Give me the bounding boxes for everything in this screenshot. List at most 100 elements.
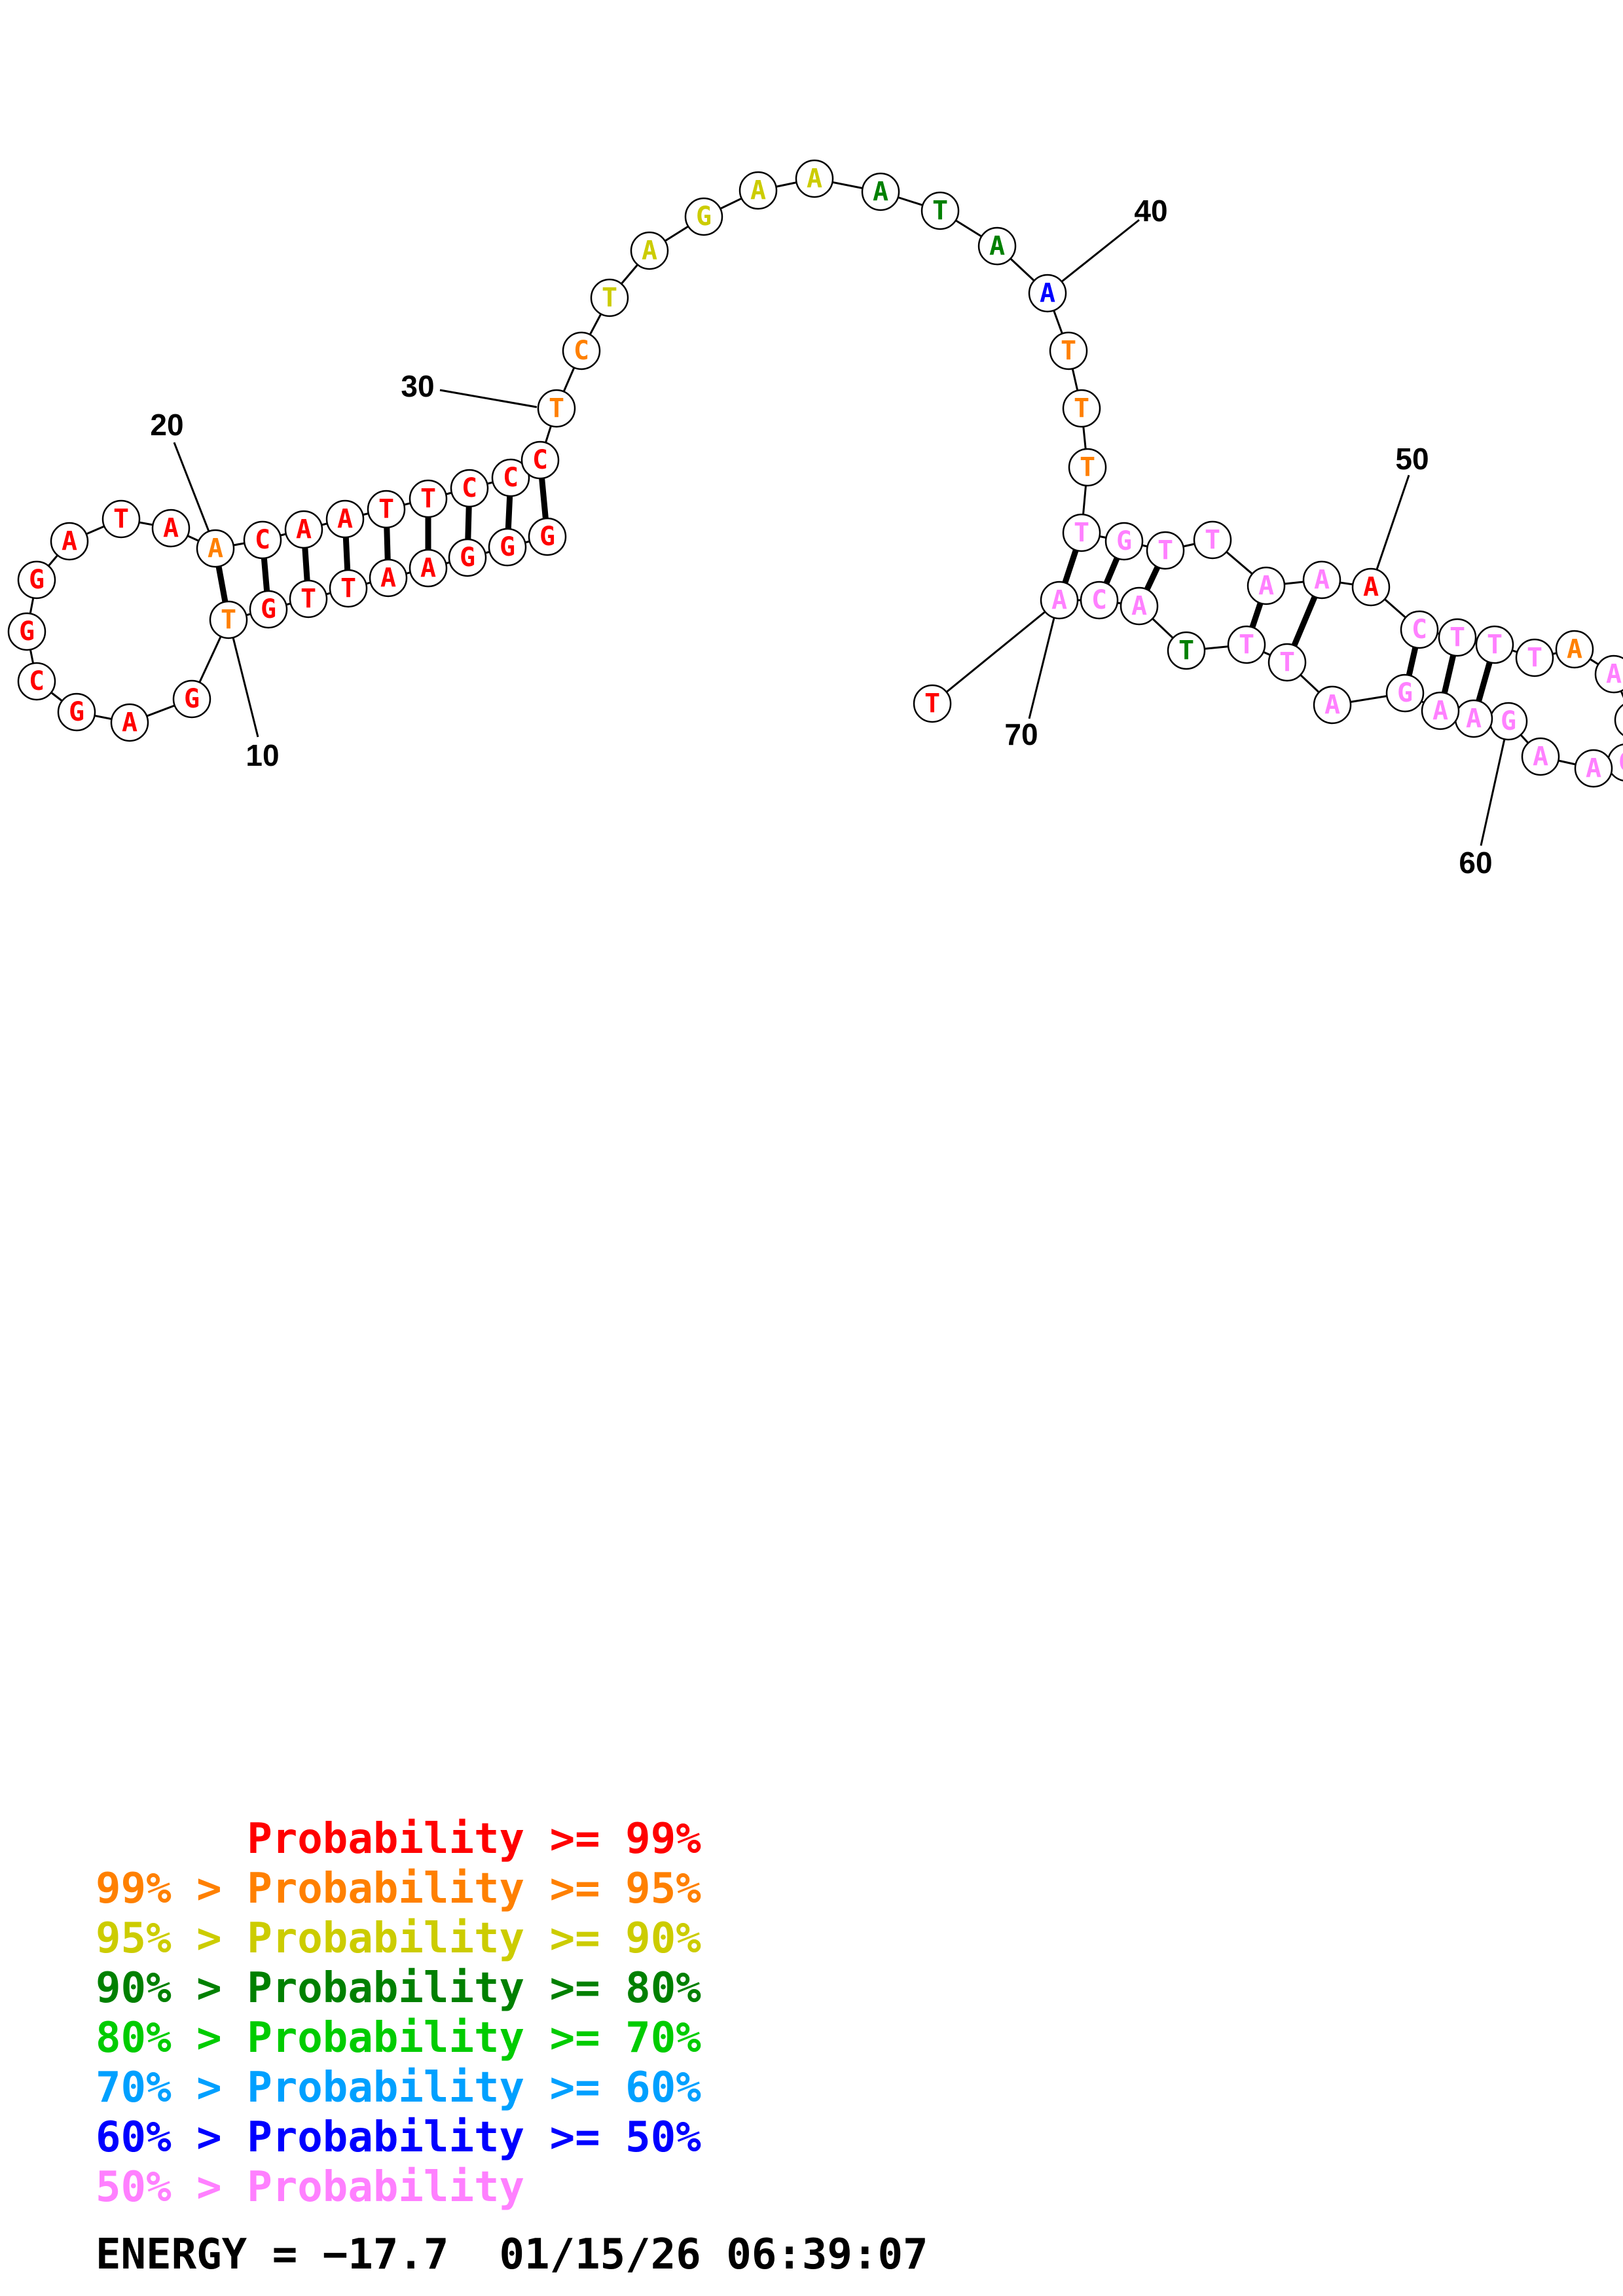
nucleotide-circle — [1080, 581, 1119, 620]
nucleotide-14: G — [7, 612, 46, 651]
nucleotide-62: G — [1385, 673, 1425, 713]
nucleotide-letter: A — [873, 177, 888, 207]
nucleotide-47: A — [1302, 560, 1341, 600]
nucleotide-circle — [1247, 566, 1286, 605]
nucleotide-circle — [284, 510, 323, 549]
nucleotide-circle — [739, 171, 778, 210]
nucleotide-circle — [367, 490, 406, 529]
position-label-line — [1480, 738, 1506, 846]
nucleotide-2: G — [488, 528, 527, 567]
nucleotide-circle — [1385, 673, 1425, 713]
nucleotide-33: A — [739, 171, 778, 210]
nucleotide-letter: G — [539, 522, 555, 552]
nucleotide-5: A — [369, 558, 408, 598]
nucleotide-59: G — [1489, 702, 1528, 741]
nucleotide-circle — [1421, 691, 1460, 730]
nucleotide-letter: C — [1091, 585, 1107, 615]
nucleotide-12: G — [57, 692, 96, 732]
position-label-30: 30 — [401, 369, 434, 403]
nucleotide-29: C — [562, 331, 601, 370]
nucleotide-letter: A — [1586, 753, 1601, 783]
nucleotide-19: A — [196, 529, 235, 568]
nucleotide-31: A — [630, 231, 669, 270]
nucleotide-circle — [101, 499, 141, 539]
legend-line-6: 70% > Probability >= 60% — [96, 2064, 701, 2112]
nucleotide-circle — [450, 469, 489, 508]
nucleotide-circle — [1351, 567, 1391, 607]
nucleotide-15: G — [17, 560, 56, 600]
position-label-line — [1061, 219, 1140, 283]
nucleotide-letter: T — [549, 393, 564, 423]
nucleotide-27: C — [520, 440, 560, 480]
nucleotide-letter: G — [1397, 678, 1413, 708]
legend-line-5: 80% > Probability >= 70% — [96, 2014, 701, 2062]
nucleotide-circle — [630, 231, 669, 270]
nucleotide-circle — [409, 548, 448, 588]
nucleotide-letter: T — [1487, 630, 1503, 660]
nucleotide-letter: G — [19, 617, 35, 647]
position-label-line — [1376, 475, 1410, 570]
nucleotide-letter: A — [208, 533, 223, 564]
nucleotide-letter: T — [1080, 452, 1095, 482]
nucleotide-letter: A — [420, 553, 436, 583]
nucleotide-68: C — [1080, 581, 1119, 620]
nucleotide-letter: A — [750, 175, 766, 206]
nucleotide-letter: C — [574, 336, 589, 366]
nucleotide-circle — [913, 684, 952, 723]
nucleotide-52: T — [1515, 638, 1554, 677]
nucleotide-11: A — [110, 703, 149, 742]
nucleotide-60: A — [1454, 699, 1493, 738]
nucleotide-22: A — [325, 499, 365, 539]
legend-line-2: 99% > Probability >= 95% — [96, 1865, 701, 1913]
base-pair-lines — [212, 459, 1498, 720]
nucleotide-28: T — [537, 389, 576, 428]
nucleotide-13: C — [17, 662, 56, 701]
nucleotide-letter: C — [255, 525, 270, 555]
nucleotide-26: C — [491, 458, 530, 497]
nucleotide-circle — [1120, 586, 1159, 626]
nucleotide-letter: G — [261, 594, 276, 624]
nucleotide-letter: T — [1527, 643, 1542, 673]
nucleotide-letter: T — [113, 504, 129, 534]
nucleotide-57: A — [1574, 749, 1613, 788]
nucleotide-65: T — [1227, 625, 1266, 664]
nucleotide-circle — [289, 579, 328, 619]
nucleotide-letter: C — [503, 463, 519, 493]
nucleotide-letter: A — [1040, 278, 1055, 308]
nucleotide-20: C — [243, 520, 282, 560]
nucleotide-letter: T — [1205, 525, 1220, 555]
position-label-line — [173, 442, 210, 532]
nucleotide-circle — [17, 560, 56, 600]
nucleotide-circle — [172, 679, 211, 719]
nucleotide-letter: A — [807, 164, 822, 194]
nucleotide-8: G — [249, 590, 288, 629]
nucleotide-letter: T — [301, 584, 316, 614]
nucleotide-69: A — [1040, 581, 1079, 620]
nucleotide-circle — [17, 662, 56, 701]
legend-line-3: 95% > Probability >= 90% — [96, 1914, 701, 1963]
nucleotide-48: A — [1351, 567, 1391, 607]
nucleotide-letter: T — [1074, 393, 1089, 423]
nucleotide-letter: A — [642, 236, 657, 266]
nucleotide-4: A — [409, 548, 448, 588]
nucleotide-circle — [1438, 618, 1477, 657]
nucleotide-circle — [861, 172, 900, 211]
nucleotide-letter: A — [1466, 704, 1482, 734]
nucleotide-letter: T — [1279, 647, 1295, 677]
nucleotide-66: T — [1167, 631, 1206, 670]
probability-legend: Probability >= 99% 99% > Probability >= 9… — [96, 1814, 701, 2212]
nucleotide-circle — [329, 569, 368, 608]
nucleotide-letter: G — [184, 684, 200, 714]
nucleotide-letter: T — [420, 484, 436, 514]
nucleotide-letter: T — [378, 494, 394, 524]
nucleotide-18: A — [151, 509, 191, 548]
nucleotide-circle — [491, 458, 530, 497]
nucleotide-letter: T — [1061, 336, 1076, 366]
nucleotide-letter: T — [602, 283, 617, 313]
nucleotide-circle — [488, 528, 527, 567]
nucleotide-circle — [448, 538, 487, 577]
legend-line-1: Probability >= 99% — [96, 1815, 701, 1863]
nucleotide-circle — [57, 692, 96, 732]
nucleotide-circle — [1302, 560, 1341, 600]
